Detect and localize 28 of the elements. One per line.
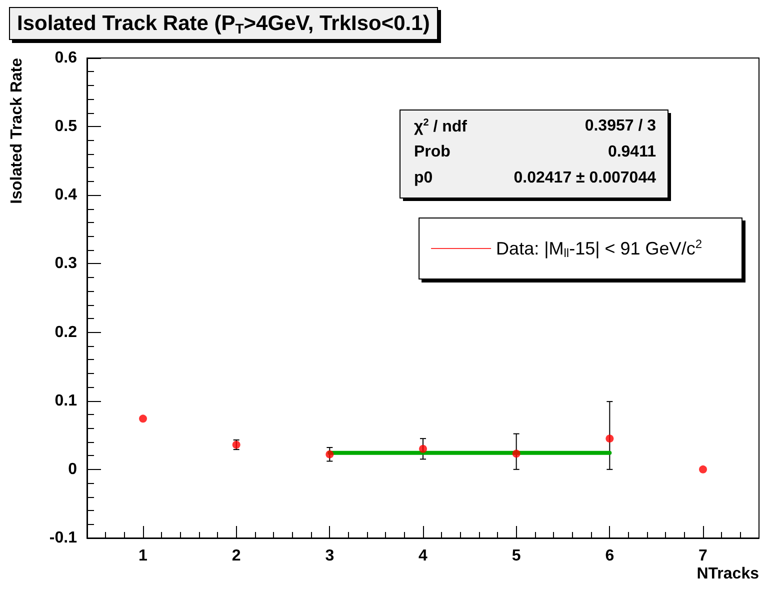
x-tick-label: 4 (418, 548, 428, 564)
y-tick-label: 0.1 (54, 392, 78, 410)
y-tick-label: 0.4 (54, 186, 78, 204)
y-tick-label: -0.1 (49, 530, 78, 546)
x-tick-label: 7 (698, 548, 708, 564)
point (419, 444, 427, 453)
x-axis-title: NTracks (696, 566, 760, 582)
point (139, 414, 147, 423)
point (512, 450, 520, 458)
annotation: p0 (414, 170, 433, 186)
y-axis-title: Isolated Track Rate (8, 58, 26, 204)
point (699, 465, 707, 474)
annotation: 0.9411 (608, 144, 656, 160)
x-tick-label: 6 (605, 548, 614, 564)
y-tick-label: 0.5 (54, 118, 78, 136)
y-tick-label: 0.3 (54, 255, 78, 272)
annotation: Prob (414, 144, 451, 160)
y-tick-label: 0.2 (54, 324, 78, 341)
x-tick-label: 5 (512, 548, 521, 564)
y-tick-label: 0 (68, 460, 78, 478)
annotation: 0.02417 ± 0.007044 (514, 170, 656, 186)
x-tick-label: 2 (232, 548, 241, 564)
y-tick-label: 0.6 (54, 50, 78, 66)
x-tick-label: 1 (138, 548, 148, 564)
point (326, 450, 334, 458)
point (606, 434, 614, 443)
x-tick-label: 3 (325, 548, 334, 564)
annotation: 0.3957 / 3 (584, 118, 656, 134)
